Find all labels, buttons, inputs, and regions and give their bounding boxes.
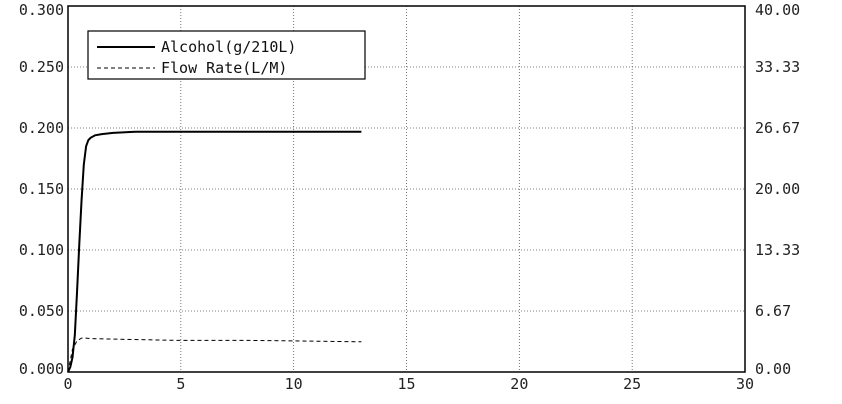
y2-tick-label: 20.00 xyxy=(755,180,800,198)
y-tick-label: 0.100 xyxy=(19,241,64,259)
x-tick-label: 0 xyxy=(63,375,72,393)
y2-tick-label: 40.00 xyxy=(755,1,800,19)
x-tick-label: 20 xyxy=(510,375,528,393)
y-tick-label: 0.150 xyxy=(19,180,64,198)
y2-tick-label: 33.33 xyxy=(755,58,800,76)
legend-box xyxy=(87,30,366,80)
x-tick-label: 30 xyxy=(736,375,754,393)
legend: Alcohol(g/210L) Flow Rate(L/M) xyxy=(87,30,366,80)
y2-tick-label: 13.33 xyxy=(755,241,800,259)
x-tick-label: 25 xyxy=(623,375,641,393)
tick-labels: 0 5 10 15 20 25 30 0.000 0.050 0.100 0.150 0.200 0.2… xyxy=(19,1,800,393)
series-line-flow-rate xyxy=(67,337,362,373)
y-tick-label: 0.250 xyxy=(19,58,64,76)
legend-label-flow-rate: Flow Rate(L/M) xyxy=(161,59,287,77)
y-tick-label: 0.050 xyxy=(19,302,64,320)
legend-label-alcohol: Alcohol(g/210L) xyxy=(161,38,296,56)
x-tick-label: 15 xyxy=(397,375,415,393)
series-line-alcohol xyxy=(67,130,362,373)
series-lines xyxy=(67,130,362,373)
y2-tick-label: 0.00 xyxy=(755,360,791,378)
x-tick-label: 10 xyxy=(285,375,303,393)
y2-tick-label: 26.67 xyxy=(755,119,800,137)
y-tick-label: 0.000 xyxy=(19,360,64,378)
x-tick-label: 5 xyxy=(176,375,185,393)
y-tick-label: 0.300 xyxy=(19,1,64,19)
grid xyxy=(68,6,745,372)
plot-frame xyxy=(67,5,746,373)
y-tick-label: 0.200 xyxy=(19,119,64,137)
y2-tick-label: 6.67 xyxy=(755,302,791,320)
